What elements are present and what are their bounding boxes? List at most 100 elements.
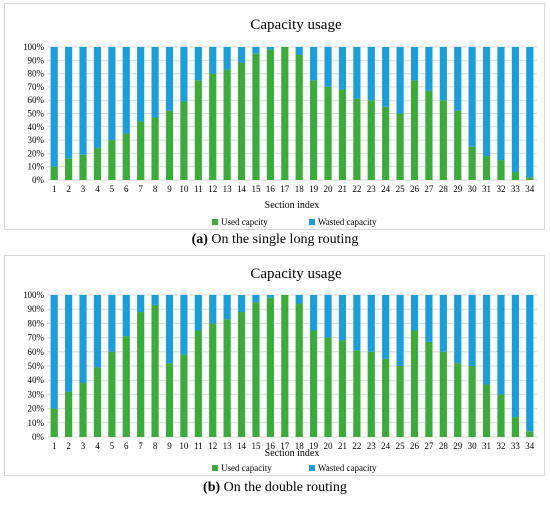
caption-a-text: On the single long routing xyxy=(211,232,359,247)
bar-wasted-b xyxy=(353,295,361,351)
bar-wasted-a xyxy=(353,47,361,99)
bar-used-b xyxy=(425,341,433,437)
bar-used-b xyxy=(338,340,347,437)
bar-wasted-a xyxy=(137,47,145,122)
x-tick-label-a: 33 xyxy=(511,184,521,194)
bar-wasted-b xyxy=(65,295,73,392)
capacity-usage-chart-a: Capacity usage 0% 10% 20% 30% 40% 50% 60% 70% 80%… xyxy=(23,17,537,227)
bar-wasted-a xyxy=(79,47,87,155)
bar-used-a xyxy=(324,86,332,180)
bar-wasted-a xyxy=(122,47,130,134)
bar-wasted-a xyxy=(223,47,231,70)
bar-used-b xyxy=(310,330,318,437)
x-tick-label-a: 25 xyxy=(396,184,406,194)
x-tick-label-b: 2 xyxy=(66,441,71,451)
x-tick-label-b: 31 xyxy=(482,441,491,451)
bar-wasted-a xyxy=(108,47,116,141)
x-tick-label-b: 14 xyxy=(237,441,247,451)
bar-wasted-a xyxy=(338,47,347,90)
x-tick-label-b: 15 xyxy=(251,441,261,451)
bar-wasted-a xyxy=(324,47,332,87)
x-tick-label-b: 7 xyxy=(138,441,143,451)
caption-b: (b) On the double routing xyxy=(0,480,550,496)
bar-used-a xyxy=(454,110,462,180)
bar-used-b xyxy=(482,384,491,437)
x-tick-label-b: 33 xyxy=(511,441,521,451)
chart-panel-b: Capacity usage 0% 10% 20% 30% 40% 50% 60% 70% 80%… xyxy=(4,255,545,476)
y-tick-label-a: 10% xyxy=(28,162,45,172)
bar-wasted-b xyxy=(223,295,231,320)
y-tick-label-b: 40% xyxy=(28,375,45,385)
bar-used-b xyxy=(65,391,73,437)
bar-wasted-a xyxy=(194,47,202,81)
bar-used-a xyxy=(108,140,116,180)
chart-title-a: Capacity usage xyxy=(250,17,342,33)
bar-wasted-a xyxy=(439,47,447,101)
bar-used-b xyxy=(367,351,375,437)
y-tick-label-a: 100% xyxy=(23,42,45,52)
x-tick-label-a: 11 xyxy=(194,184,203,194)
y-tick-label-b: 70% xyxy=(28,333,45,343)
y-tick-label-a: 70% xyxy=(28,82,45,92)
x-tick-label-a: 19 xyxy=(309,184,319,194)
y-tick-label-b: 30% xyxy=(28,389,45,399)
x-tick-label-b: 6 xyxy=(124,441,129,451)
bar-wasted-b xyxy=(526,295,534,432)
x-tick-label-b: 8 xyxy=(153,441,158,451)
bar-wasted-a xyxy=(151,47,159,118)
bar-used-a xyxy=(223,69,231,180)
bar-used-a xyxy=(511,172,519,180)
bar-used-b xyxy=(511,417,519,437)
x-tick-label-b: 30 xyxy=(468,441,478,451)
x-tick-label-a: 14 xyxy=(237,184,247,194)
legend-swatch-wasted-b xyxy=(309,465,315,471)
x-tick-label-a: 23 xyxy=(367,184,377,194)
y-tick-label-a: 50% xyxy=(28,109,45,119)
bar-used-a xyxy=(252,53,260,180)
legend-swatch-used-b xyxy=(212,465,218,471)
x-tick-label-b: 34 xyxy=(525,441,535,451)
y-tick-label-b: 10% xyxy=(28,418,45,428)
x-tick-label-a: 22 xyxy=(352,184,361,194)
bar-wasted-b xyxy=(511,295,519,418)
x-tick-label-a: 8 xyxy=(153,184,158,194)
bar-wasted-b xyxy=(439,295,447,352)
x-tick-label-a: 27 xyxy=(424,184,434,194)
bar-used-b xyxy=(50,408,58,437)
bar-used-a xyxy=(367,100,375,180)
bar-wasted-b xyxy=(108,295,116,352)
bar-wasted-b xyxy=(410,295,419,331)
bar-used-a xyxy=(50,166,58,180)
x-tick-label-b: 32 xyxy=(496,441,505,451)
bar-wasted-a xyxy=(511,47,519,173)
bar-used-b xyxy=(281,295,289,437)
bar-used-a xyxy=(194,80,202,180)
x-tick-label-b: 16 xyxy=(266,441,276,451)
x-tick-label-b: 13 xyxy=(223,441,233,451)
x-tick-label-a: 2 xyxy=(66,184,71,194)
x-tick-label-a: 28 xyxy=(439,184,449,194)
legend-label-used-a: Used capcity xyxy=(221,217,268,227)
bar-used-b xyxy=(122,336,130,437)
x-tick-label-a: 4 xyxy=(95,184,100,194)
bar-used-a xyxy=(497,160,505,180)
bar-used-a xyxy=(209,73,217,180)
bar-wasted-b xyxy=(165,295,174,364)
bar-used-b xyxy=(382,358,390,437)
bar-wasted-b xyxy=(151,295,159,305)
bar-wasted-b xyxy=(93,295,102,368)
bar-used-b xyxy=(396,366,404,437)
bar-used-a xyxy=(93,148,102,180)
bar-wasted-b xyxy=(324,295,332,338)
x-tick-label-b: 24 xyxy=(381,441,391,451)
x-tick-label-b: 12 xyxy=(208,441,217,451)
x-tick-label-b: 22 xyxy=(352,441,361,451)
bar-wasted-b xyxy=(122,295,130,337)
x-tick-label-a: 5 xyxy=(110,184,115,194)
x-tick-label-b: 18 xyxy=(295,441,305,451)
chart-panel-a: Capacity usage 0% 10% 20% 30% 40% 50% 60% 70% 80%… xyxy=(4,3,545,230)
bar-wasted-b xyxy=(194,295,202,331)
bar-wasted-a xyxy=(310,47,318,81)
x-tick-label-a: 16 xyxy=(266,184,276,194)
x-tick-label-a: 15 xyxy=(251,184,261,194)
